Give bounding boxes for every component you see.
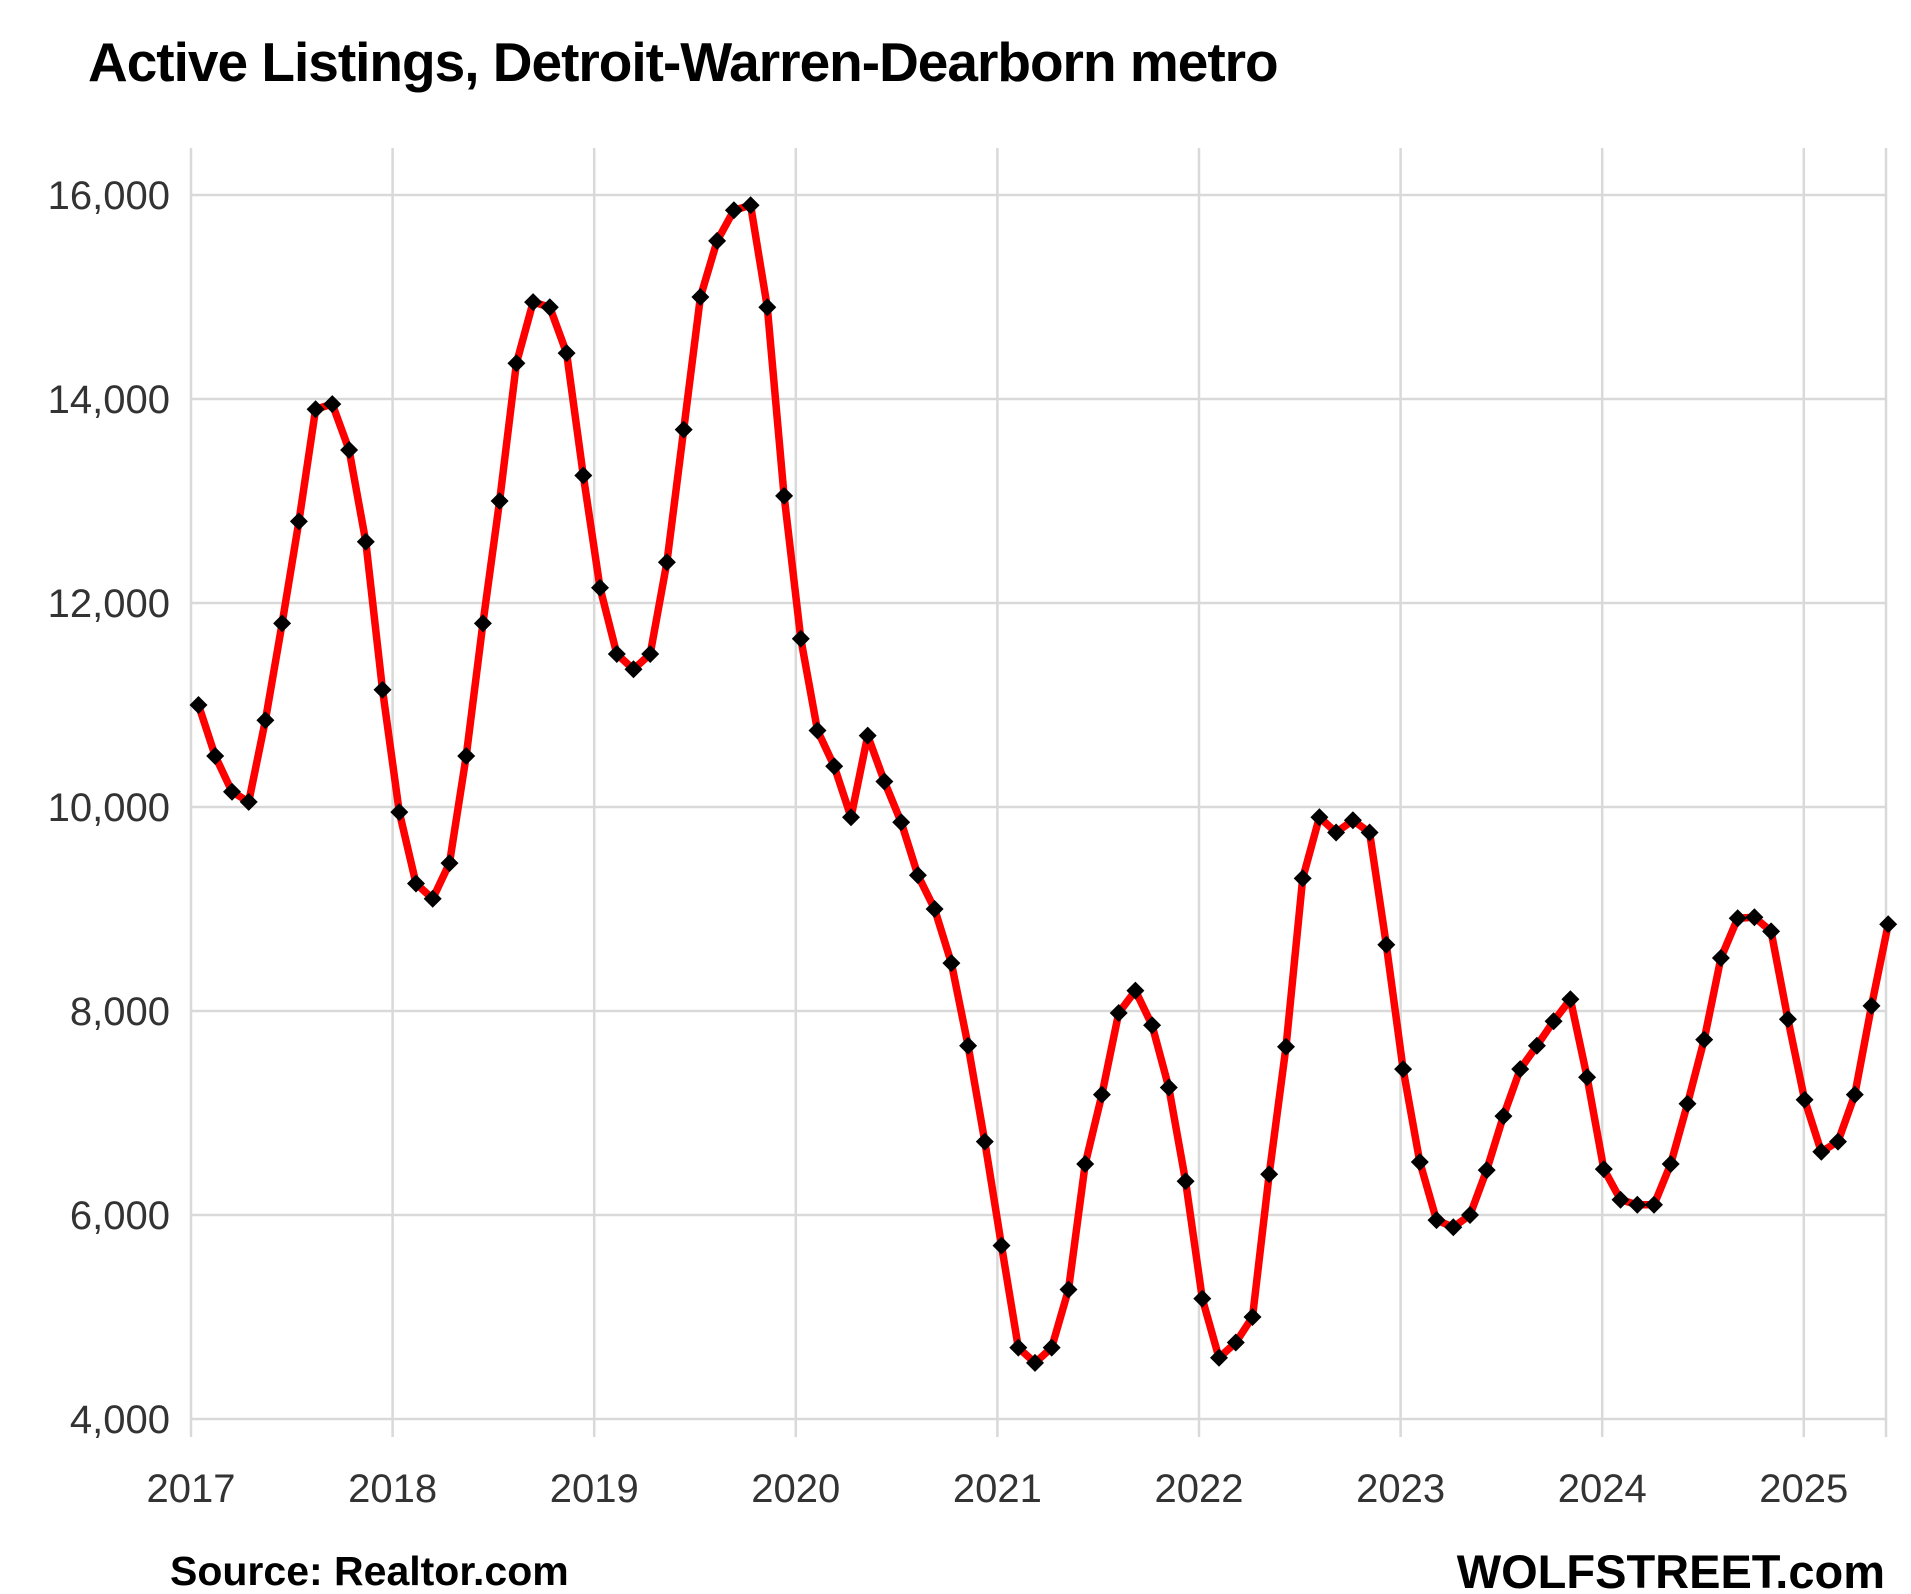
x-tick-label-2018: 2018: [348, 1467, 437, 1511]
y-tick-label-16000: 16,000: [48, 174, 170, 218]
x-tick-label-2019: 2019: [550, 1467, 639, 1511]
x-tick-label-2025: 2025: [1759, 1467, 1848, 1511]
y-tick-label-14000: 14,000: [48, 378, 170, 422]
active-listings-line: [194, 201, 1892, 1367]
x-tick-label-2023: 2023: [1356, 1467, 1445, 1511]
chart-title: Active Listings, Detroit-Warren-Dearborn…: [88, 31, 1279, 93]
y-tick-label-8000: 8,000: [70, 990, 170, 1034]
y-tick-label-4000: 4,000: [70, 1398, 170, 1442]
y-tick-label-6000: 6,000: [70, 1194, 170, 1238]
source-label: Source: Realtor.com: [170, 1548, 569, 1594]
data-point-diamonds: [189, 196, 1898, 1372]
y-tick-label-12000: 12,000: [48, 582, 170, 626]
x-tick-label-2021: 2021: [953, 1467, 1042, 1511]
wolfstreet-branding: WOLFSTREET.com: [1456, 1545, 1885, 1594]
x-tick-label-2020: 2020: [751, 1467, 840, 1511]
x-tick-label-2024: 2024: [1558, 1467, 1647, 1511]
x-tick-label-2017: 2017: [147, 1467, 236, 1511]
x-tick-label-2022: 2022: [1155, 1467, 1244, 1511]
y-tick-label-10000: 10,000: [48, 786, 170, 830]
